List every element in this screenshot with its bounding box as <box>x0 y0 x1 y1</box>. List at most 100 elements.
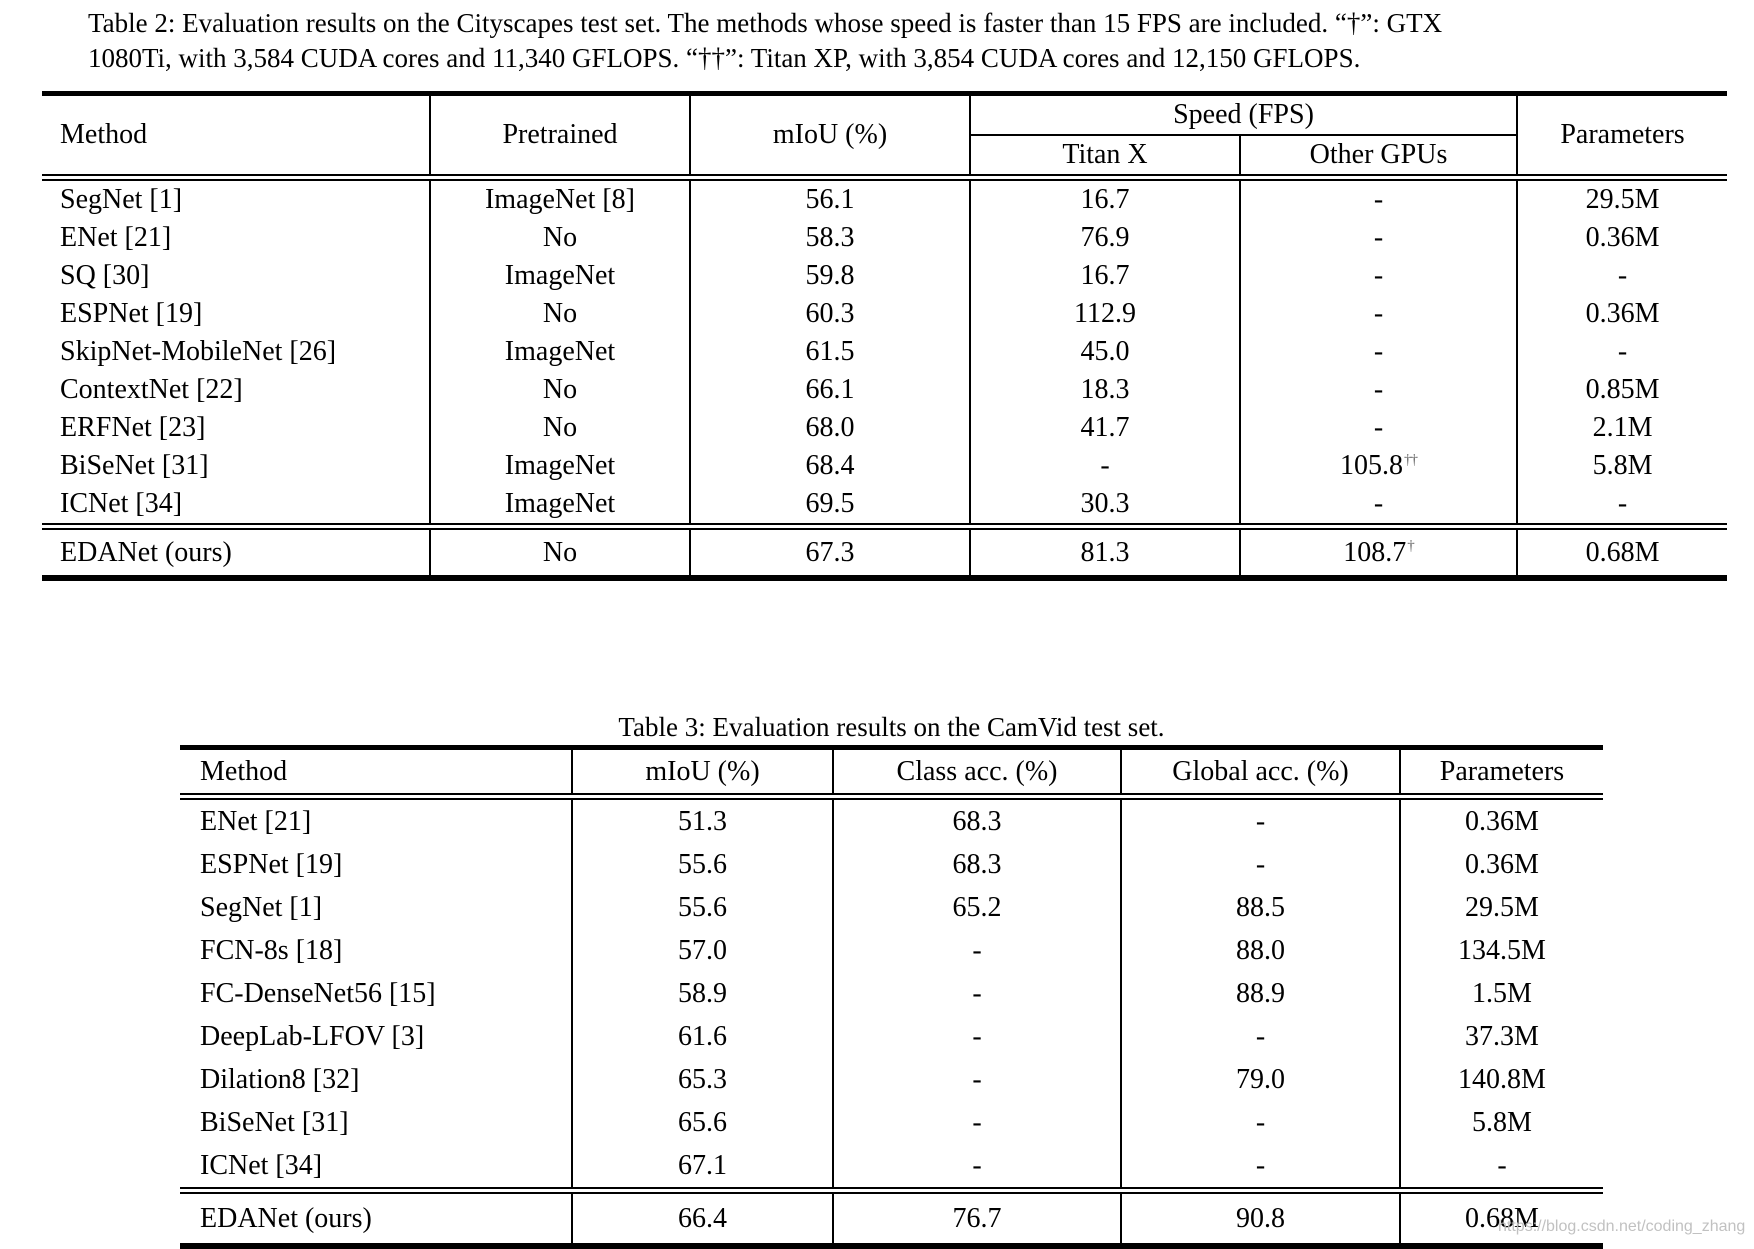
cell-method: Dilation8 [32] <box>180 1058 573 1101</box>
header-other-gpus: Other GPUs <box>1238 135 1518 178</box>
cell-globalacc: 88.0 <box>1120 929 1401 972</box>
cell-pretrained: ImageNet <box>429 257 691 295</box>
cell-classacc: - <box>832 1015 1122 1058</box>
table-row: Titan X Other GPUs <box>42 135 1727 178</box>
cell-params: 1.5M <box>1399 972 1603 1015</box>
cell-miou: 68.4 <box>689 447 971 485</box>
header-method: Method <box>180 747 573 797</box>
cell-classacc: - <box>832 1101 1122 1144</box>
speed-value: 108.7 <box>1343 536 1407 568</box>
table-row: ESPNet [19] 55.6 68.3 - 0.36M <box>180 843 1603 886</box>
cell-globalacc: 88.9 <box>1120 972 1401 1015</box>
table2-caption-line2: 1080Ti, with 3,584 CUDA cores and 11,340… <box>88 43 1361 73</box>
table-row: ESPNet [19] No 60.3 112.9 - 0.36M <box>42 295 1728 333</box>
cell-othergpus: 108.7† <box>1238 526 1519 578</box>
cell-method: DeepLab-LFOV [3] <box>180 1015 573 1058</box>
cell-method: BiSeNet [31] <box>42 447 431 485</box>
table-row: SkipNet-MobileNet [26] ImageNet 61.5 45.… <box>42 333 1728 371</box>
cell-params: 29.5M <box>1516 177 1728 219</box>
table3-body: ENet [21] 51.3 68.3 - 0.36M ESPNet [19] … <box>180 796 1603 1191</box>
cell-pretrained: ImageNet <box>429 485 691 527</box>
cell-pretrained: ImageNet <box>429 447 691 485</box>
cell-miou: 55.6 <box>571 843 834 886</box>
speed-value: 105.8 <box>1340 450 1403 481</box>
cell-params: 29.5M <box>1399 886 1603 929</box>
cell-params: - <box>1399 1144 1603 1191</box>
cell-othergpus: - <box>1238 333 1519 371</box>
cell-miou: 67.1 <box>571 1144 834 1191</box>
table-row: ENet [21] No 58.3 76.9 - 0.36M <box>42 219 1728 257</box>
table2-body: SegNet [1] ImageNet [8] 56.1 16.7 - 29.5… <box>42 177 1728 527</box>
cell-method: ContextNet [22] <box>42 371 431 409</box>
cell-globalacc: - <box>1120 1015 1401 1058</box>
cell-othergpus: - <box>1238 295 1519 333</box>
cell-miou: 68.0 <box>689 409 971 447</box>
table-row: FC-DenseNet56 [15] 58.9 - 88.9 1.5M <box>180 972 1603 1015</box>
cell-method: FCN-8s [18] <box>180 929 573 972</box>
cell-classacc: 68.3 <box>832 796 1122 843</box>
table-row: ICNet [34] 67.1 - - - <box>180 1144 1603 1191</box>
cell-titanx: - <box>969 447 1241 485</box>
cell-othergpus: - <box>1238 371 1519 409</box>
cell-method: EDANet (ours) <box>42 526 431 578</box>
dagger-sup: † <box>1407 538 1414 555</box>
table-row-ours: EDANet (ours) 66.4 76.7 90.8 0.68M <box>180 1190 1603 1246</box>
table2-header: Method Pretrained mIoU (%) Speed (FPS) P… <box>42 93 1728 178</box>
cell-othergpus: - <box>1238 257 1519 295</box>
cell-params: 0.85M <box>1516 371 1728 409</box>
cell-globalacc: 79.0 <box>1120 1058 1401 1101</box>
header-parameters: Parameters <box>1399 747 1603 797</box>
header-miou: mIoU (%) <box>571 747 834 797</box>
cell-params: - <box>1516 257 1728 295</box>
table-row: SQ [30] ImageNet 59.8 16.7 - - <box>42 257 1728 295</box>
header-global-acc: Global acc. (%) <box>1120 747 1401 797</box>
cell-classacc: - <box>832 1058 1122 1101</box>
header-class-acc: Class acc. (%) <box>832 747 1122 797</box>
table-row: BiSeNet [31] 65.6 - - 5.8M <box>180 1101 1603 1144</box>
cell-classacc: - <box>832 1144 1122 1191</box>
cell-classacc: 65.2 <box>832 886 1122 929</box>
cell-params: 0.36M <box>1399 843 1603 886</box>
cell-pretrained: ImageNet [8] <box>429 177 691 219</box>
cell-globalacc: - <box>1120 1144 1401 1191</box>
table-row: BiSeNet [31] ImageNet 68.4 - 105.8†† 5.8… <box>42 447 1728 485</box>
cell-params: 0.68M <box>1399 1190 1603 1246</box>
header-titan-x: Titan X <box>970 135 1241 178</box>
table-row-ours: EDANet (ours) No 67.3 81.3 108.7† 0.68M <box>42 526 1728 578</box>
cell-titanx: 112.9 <box>969 295 1241 333</box>
table3-header: Method mIoU (%) Class acc. (%) Global ac… <box>180 747 1603 797</box>
cell-miou: 66.4 <box>571 1190 834 1246</box>
table3-caption: Table 3: Evaluation results on the CamVi… <box>618 712 1165 742</box>
cell-globalacc: - <box>1120 1101 1401 1144</box>
cell-othergpus: - <box>1238 485 1519 527</box>
cell-method: FC-DenseNet56 [15] <box>180 972 573 1015</box>
cell-params: - <box>1516 333 1728 371</box>
cell-globalacc: - <box>1120 843 1401 886</box>
cell-pretrained: No <box>429 409 691 447</box>
cell-method: BiSeNet [31] <box>180 1101 573 1144</box>
cell-method: ESPNet [19] <box>42 295 431 333</box>
cell-miou: 58.9 <box>571 972 834 1015</box>
cell-miou: 61.5 <box>689 333 971 371</box>
cell-titanx: 76.9 <box>969 219 1241 257</box>
cell-method: SkipNet-MobileNet [26] <box>42 333 431 371</box>
cell-method: ICNet [34] <box>180 1144 573 1191</box>
cell-pretrained: No <box>429 219 691 257</box>
cell-titanx: 18.3 <box>969 371 1241 409</box>
cell-miou: 51.3 <box>571 796 834 843</box>
cell-params: 5.8M <box>1516 447 1728 485</box>
cell-titanx: 45.0 <box>969 333 1241 371</box>
cell-othergpus: 105.8†† <box>1238 447 1519 485</box>
table3-ours-section: EDANet (ours) 66.4 76.7 90.8 0.68M <box>180 1190 1603 1246</box>
cell-params: 140.8M <box>1399 1058 1603 1101</box>
cell-titanx: 30.3 <box>969 485 1241 527</box>
cell-method: ENet [21] <box>180 796 573 843</box>
cell-method: ENet [21] <box>42 219 431 257</box>
table-row: SegNet [1] 55.6 65.2 88.5 29.5M <box>180 886 1603 929</box>
table-row: ContextNet [22] No 66.1 18.3 - 0.85M <box>42 371 1728 409</box>
table2-caption: Table 2: Evaluation results on the Citys… <box>88 6 1442 76</box>
cell-miou: 59.8 <box>689 257 971 295</box>
cell-pretrained: ImageNet <box>429 333 691 371</box>
table-row: DeepLab-LFOV [3] 61.6 - - 37.3M <box>180 1015 1603 1058</box>
